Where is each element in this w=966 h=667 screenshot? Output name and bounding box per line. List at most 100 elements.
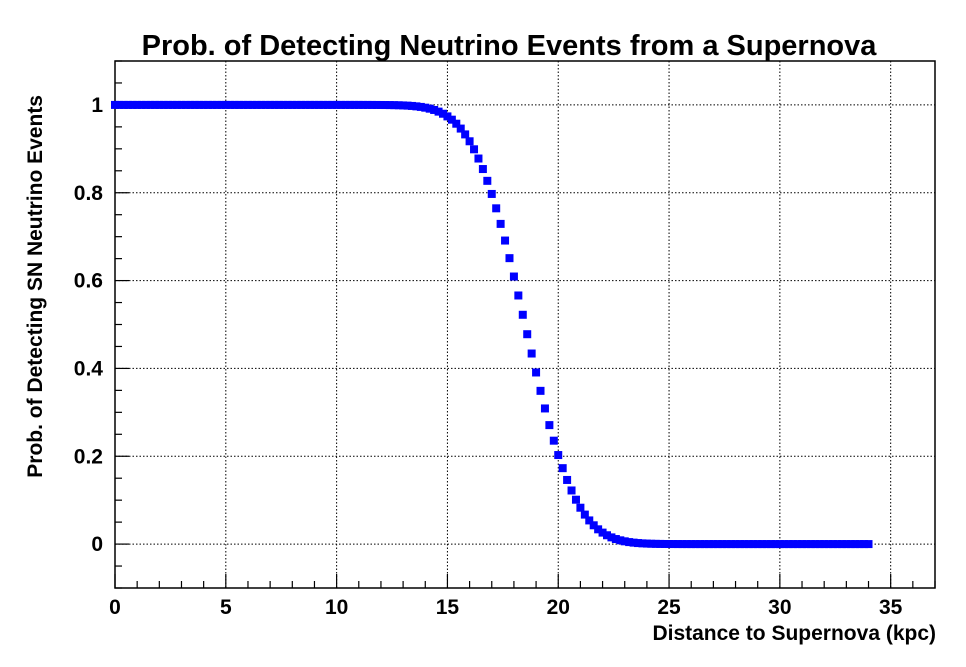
data-point bbox=[394, 101, 403, 110]
data-point bbox=[673, 540, 682, 549]
data-point bbox=[328, 100, 337, 109]
data-point bbox=[332, 100, 341, 109]
data-point bbox=[447, 115, 456, 124]
data-point bbox=[186, 100, 195, 109]
data-point bbox=[314, 100, 323, 109]
data-point bbox=[434, 107, 443, 116]
data-point bbox=[270, 100, 279, 109]
data-point bbox=[696, 540, 705, 549]
data-point bbox=[496, 219, 505, 228]
data-point bbox=[195, 100, 204, 109]
x-tick-label: 35 bbox=[879, 596, 903, 619]
data-point bbox=[518, 310, 527, 319]
data-point bbox=[430, 105, 439, 114]
data-point bbox=[292, 100, 301, 109]
data-point bbox=[634, 539, 643, 548]
x-tick-label: 25 bbox=[657, 596, 681, 619]
data-point bbox=[532, 368, 541, 377]
data-point bbox=[811, 540, 820, 549]
data-point bbox=[727, 540, 736, 549]
data-point bbox=[824, 540, 833, 549]
data-point bbox=[758, 540, 767, 549]
data-point bbox=[407, 101, 416, 110]
data-point bbox=[775, 540, 784, 549]
data-point bbox=[248, 100, 257, 109]
data-point bbox=[164, 100, 173, 109]
data-point bbox=[806, 540, 815, 549]
data-point bbox=[416, 102, 425, 111]
data-point bbox=[740, 540, 749, 549]
data-point bbox=[257, 100, 266, 109]
data-point bbox=[159, 100, 168, 109]
data-point bbox=[767, 540, 775, 549]
data-point bbox=[665, 540, 674, 549]
data-point bbox=[111, 100, 119, 109]
data-point bbox=[647, 539, 656, 548]
data-point bbox=[540, 404, 549, 413]
data-point bbox=[337, 100, 346, 109]
data-point bbox=[837, 540, 846, 549]
data-series bbox=[111, 100, 873, 549]
data-point bbox=[691, 540, 700, 549]
data-point bbox=[780, 540, 789, 549]
data-point bbox=[478, 165, 487, 174]
data-point bbox=[784, 540, 793, 549]
data-point bbox=[642, 539, 651, 548]
y-tick-label: 0.4 bbox=[74, 357, 104, 380]
data-point bbox=[456, 124, 465, 133]
data-point bbox=[855, 540, 864, 549]
data-point bbox=[306, 100, 315, 109]
data-point bbox=[168, 100, 177, 109]
data-point bbox=[625, 538, 634, 547]
x-tick-label: 10 bbox=[325, 596, 348, 619]
data-point bbox=[545, 421, 554, 430]
data-point bbox=[235, 100, 244, 109]
data-point bbox=[212, 100, 221, 109]
data-point bbox=[133, 100, 142, 109]
data-point bbox=[124, 100, 133, 109]
data-point bbox=[505, 254, 514, 263]
data-point bbox=[301, 100, 310, 109]
data-point bbox=[798, 540, 807, 549]
data-point bbox=[181, 100, 190, 109]
y-tick-labels: 0 0.2 0.4 0.6 0.8 1 bbox=[74, 94, 104, 556]
data-point bbox=[239, 100, 248, 109]
data-point bbox=[230, 100, 239, 109]
y-tick-label: 0.8 bbox=[74, 182, 104, 205]
x-tick-label: 15 bbox=[436, 596, 460, 619]
data-point bbox=[536, 386, 545, 395]
data-point bbox=[735, 540, 744, 549]
data-point bbox=[221, 100, 230, 109]
data-point bbox=[656, 539, 665, 548]
data-point bbox=[146, 100, 155, 109]
data-point bbox=[678, 540, 687, 549]
data-point bbox=[603, 531, 611, 540]
data-point bbox=[403, 101, 412, 110]
data-point bbox=[399, 101, 408, 110]
data-point bbox=[718, 540, 727, 549]
data-point bbox=[150, 100, 159, 109]
data-point bbox=[199, 100, 208, 109]
data-point bbox=[722, 540, 731, 549]
data-point bbox=[297, 100, 306, 109]
data-point bbox=[762, 540, 771, 549]
data-point bbox=[687, 540, 696, 549]
data-point bbox=[771, 540, 780, 549]
data-point bbox=[261, 100, 270, 109]
data-point bbox=[190, 100, 199, 109]
data-point bbox=[709, 540, 718, 549]
data-point bbox=[345, 100, 354, 109]
data-point bbox=[753, 540, 762, 549]
data-point bbox=[368, 100, 377, 109]
data-point bbox=[115, 100, 124, 109]
data-point bbox=[474, 154, 483, 163]
data-point bbox=[137, 100, 146, 109]
data-point bbox=[492, 204, 501, 213]
data-point bbox=[580, 510, 589, 519]
data-point bbox=[208, 100, 217, 109]
data-point bbox=[620, 537, 629, 546]
data-point bbox=[749, 540, 758, 549]
data-point bbox=[381, 101, 390, 110]
